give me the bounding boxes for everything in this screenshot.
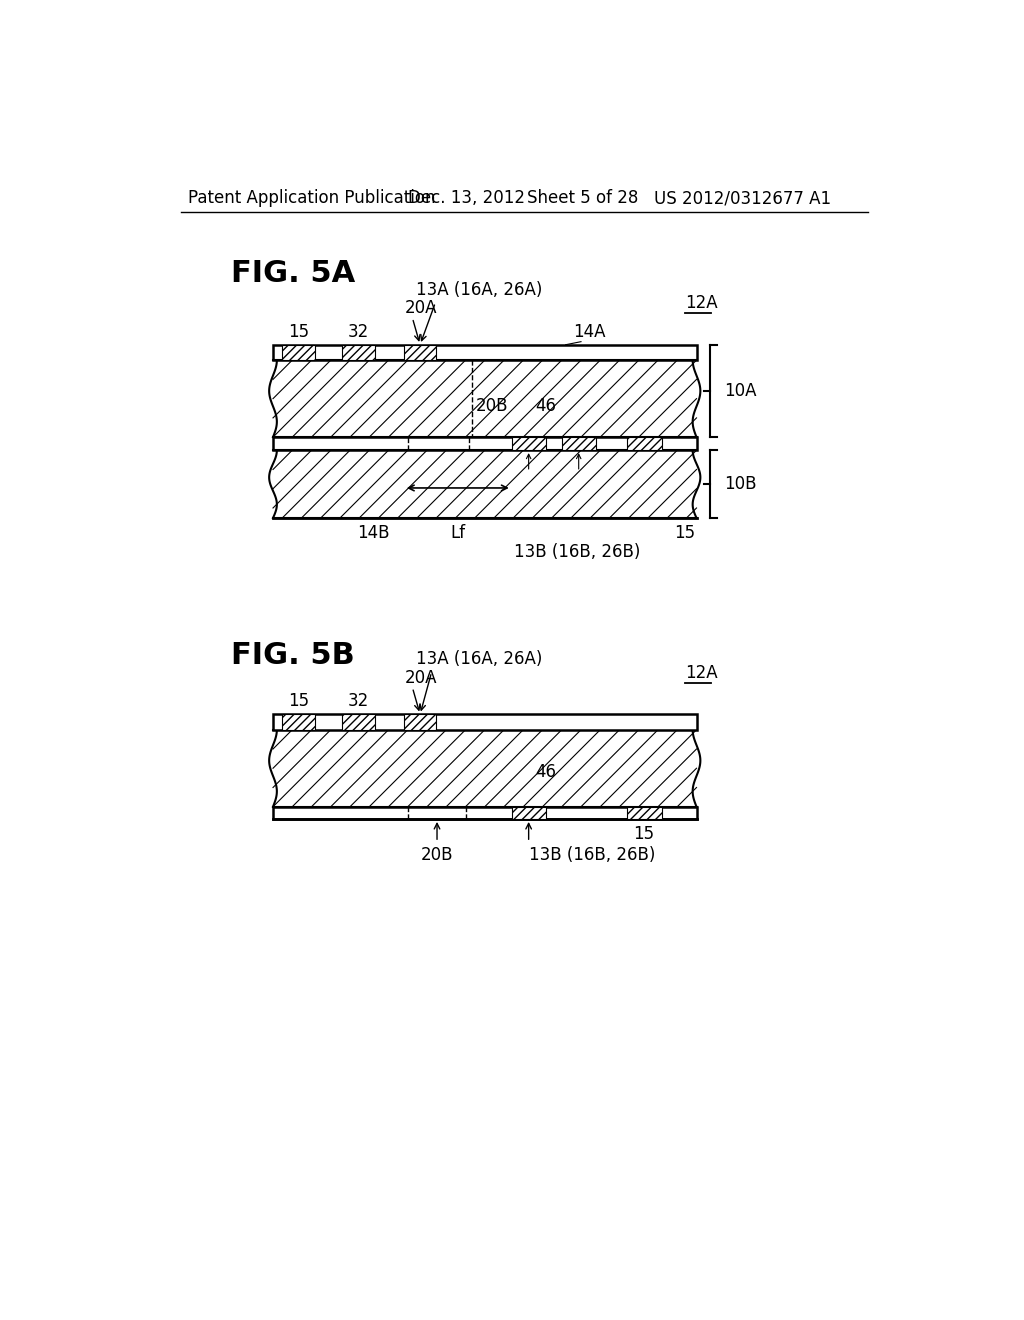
Text: 32: 32 bbox=[348, 693, 369, 710]
Text: 13A (16A, 26A): 13A (16A, 26A) bbox=[416, 281, 543, 298]
Text: 13B (16B, 26B): 13B (16B, 26B) bbox=[528, 846, 655, 865]
Text: 15: 15 bbox=[675, 524, 695, 543]
Text: 15: 15 bbox=[634, 825, 654, 843]
Text: 32: 32 bbox=[348, 323, 369, 341]
Bar bbox=[342, 345, 375, 360]
Bar bbox=[273, 730, 696, 807]
Bar bbox=[628, 437, 662, 450]
Bar bbox=[273, 807, 696, 818]
Text: 14A: 14A bbox=[573, 323, 606, 341]
Bar bbox=[273, 437, 696, 450]
Text: US 2012/0312677 A1: US 2012/0312677 A1 bbox=[654, 190, 831, 207]
Text: 20A: 20A bbox=[404, 300, 437, 317]
Bar bbox=[403, 345, 436, 360]
Bar bbox=[273, 345, 696, 360]
Text: 15: 15 bbox=[288, 323, 309, 341]
Text: 20A: 20A bbox=[404, 669, 437, 686]
Bar bbox=[628, 807, 662, 818]
Text: 13B (16B, 26B): 13B (16B, 26B) bbox=[514, 543, 640, 561]
Text: 12A: 12A bbox=[685, 664, 718, 682]
Bar bbox=[273, 450, 696, 517]
Text: 14B: 14B bbox=[356, 524, 389, 543]
Text: 10A: 10A bbox=[724, 381, 757, 400]
Bar bbox=[512, 807, 547, 818]
Text: Dec. 13, 2012: Dec. 13, 2012 bbox=[408, 190, 524, 207]
Text: 20B: 20B bbox=[475, 397, 508, 416]
Text: 13A (16A, 26A): 13A (16A, 26A) bbox=[416, 651, 543, 668]
Text: 12A: 12A bbox=[685, 294, 718, 313]
Bar bbox=[283, 345, 314, 360]
Text: 20B: 20B bbox=[421, 846, 454, 865]
Bar bbox=[283, 714, 314, 730]
Text: 10B: 10B bbox=[724, 475, 757, 494]
Bar bbox=[342, 714, 375, 730]
Bar bbox=[273, 360, 696, 437]
Text: 46: 46 bbox=[535, 397, 556, 416]
Bar bbox=[403, 714, 436, 730]
Bar bbox=[273, 714, 696, 730]
Text: FIG. 5B: FIG. 5B bbox=[230, 640, 354, 669]
Bar bbox=[512, 437, 547, 450]
Text: Sheet 5 of 28: Sheet 5 of 28 bbox=[527, 190, 639, 207]
Text: Lf: Lf bbox=[451, 524, 465, 543]
Text: FIG. 5A: FIG. 5A bbox=[230, 260, 355, 288]
Text: 15: 15 bbox=[288, 693, 309, 710]
Text: Patent Application Publication: Patent Application Publication bbox=[188, 190, 436, 207]
Text: 46: 46 bbox=[535, 763, 556, 781]
Bar bbox=[562, 437, 596, 450]
